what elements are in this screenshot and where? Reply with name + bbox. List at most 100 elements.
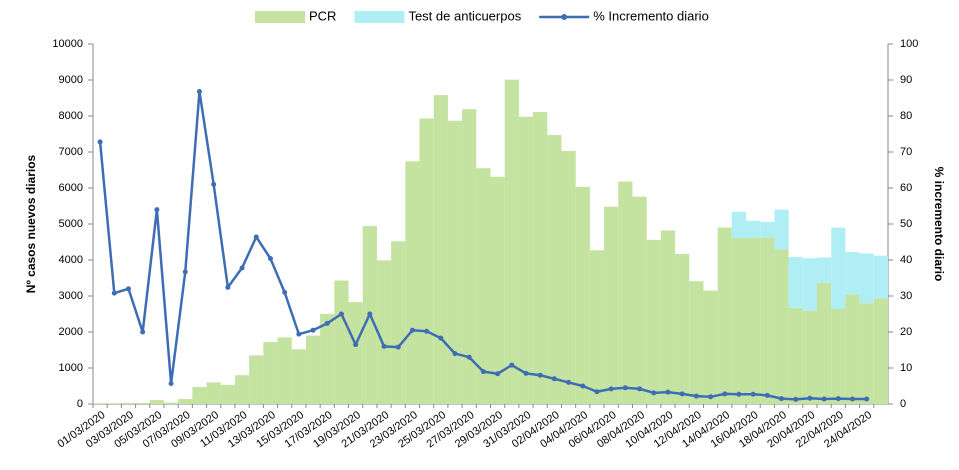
point [793, 396, 799, 402]
y2-tick-label: 0 [900, 398, 906, 410]
bar [447, 120, 463, 405]
bar [533, 112, 548, 404]
legend-swatch [354, 11, 405, 23]
legend-label: Test de anticuerpos [408, 8, 521, 23]
bar [561, 150, 576, 404]
point [324, 320, 330, 326]
point [310, 327, 316, 333]
bar [419, 118, 434, 405]
point [409, 327, 415, 333]
bar [149, 400, 164, 404]
point [665, 389, 671, 395]
y2-tick-label: 20 [900, 326, 912, 338]
point [764, 392, 770, 398]
bar [859, 253, 874, 304]
point [850, 396, 856, 402]
point [111, 290, 117, 296]
bar [135, 402, 150, 404]
point [225, 284, 231, 290]
bar [206, 382, 221, 404]
bar [589, 250, 605, 404]
bar [817, 282, 832, 404]
y2-tick-label: 10 [900, 362, 912, 374]
point [821, 396, 827, 402]
bar [391, 241, 406, 404]
point [864, 396, 870, 402]
point [693, 393, 699, 399]
bar [178, 398, 193, 404]
bar [107, 403, 122, 404]
point [679, 391, 685, 397]
point [267, 256, 273, 262]
bar [334, 280, 349, 404]
y-tick-label: 8000 [59, 110, 83, 122]
bar [774, 249, 789, 404]
bar [121, 402, 136, 404]
bar [788, 257, 803, 308]
point [750, 391, 756, 397]
bar [731, 238, 747, 404]
point [807, 395, 813, 401]
bar [689, 281, 704, 404]
bar [788, 307, 803, 404]
bar [618, 181, 633, 404]
point [779, 396, 785, 402]
bar [802, 310, 818, 404]
bar [305, 335, 321, 404]
y2-tick-label: 80 [900, 110, 912, 122]
legend-label: PCR [309, 8, 336, 23]
bar [831, 227, 846, 309]
y-tick-label: 10000 [52, 38, 83, 50]
bar [405, 161, 420, 404]
point [438, 335, 444, 341]
point [125, 286, 131, 292]
bar [675, 253, 690, 404]
y-tick-label: 1000 [59, 362, 83, 374]
bar [263, 342, 278, 404]
point [480, 369, 486, 375]
bar [163, 402, 179, 404]
point [537, 372, 543, 378]
point [509, 362, 515, 368]
legend-label: % Incremento diario [593, 8, 709, 23]
legend-swatch [255, 11, 305, 23]
bar [845, 294, 860, 404]
point [466, 354, 472, 360]
point [239, 265, 245, 271]
bar [277, 337, 292, 404]
bar [93, 403, 108, 404]
bar [291, 349, 306, 404]
bar [746, 220, 761, 239]
point [140, 329, 146, 335]
bar [518, 116, 534, 404]
y2-tick-label: 90 [900, 74, 912, 86]
y2-tick-label: 100 [900, 38, 918, 50]
bar [348, 302, 363, 404]
bar [490, 176, 505, 404]
y-tick-label: 9000 [59, 74, 83, 86]
point [253, 234, 259, 240]
bar [802, 258, 818, 311]
y2-title: % incremento diario [932, 167, 946, 282]
point [338, 311, 344, 317]
point [353, 342, 359, 348]
bar [476, 168, 491, 404]
bar [433, 95, 448, 405]
bar [845, 252, 860, 295]
point [97, 139, 103, 145]
bar [249, 355, 264, 404]
bar [632, 196, 647, 404]
point [196, 89, 202, 95]
y2-tick-label: 70 [900, 146, 912, 158]
point [495, 371, 501, 377]
point [708, 394, 714, 400]
bar [660, 230, 676, 404]
bar [873, 255, 888, 299]
point [168, 380, 174, 386]
y2-tick-label: 60 [900, 182, 912, 194]
point [580, 383, 586, 389]
legend-swatch [561, 14, 568, 20]
y2-tick-label: 30 [900, 290, 912, 302]
